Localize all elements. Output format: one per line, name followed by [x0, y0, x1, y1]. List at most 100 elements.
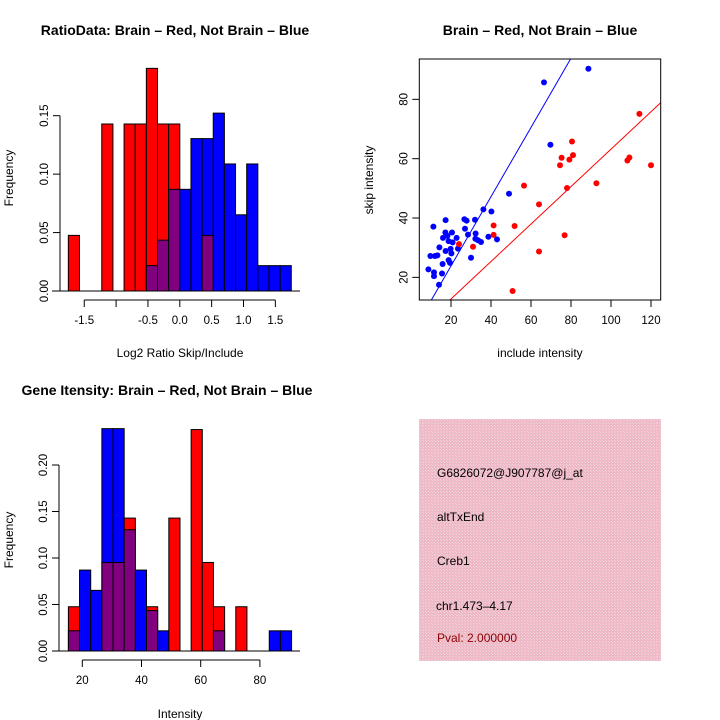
bar-brain — [145, 67, 159, 292]
point-brain — [490, 222, 497, 229]
bar-overlap — [101, 561, 114, 652]
x-tick-label: 40 — [135, 675, 148, 687]
point-not-brain — [434, 252, 441, 259]
info-panel-background — [419, 419, 661, 661]
point-not-brain — [431, 273, 437, 280]
bar-brain — [201, 561, 214, 652]
y-tick-label: 0.05 — [38, 593, 50, 615]
point-brain — [561, 232, 568, 239]
bar-overlap — [123, 529, 136, 652]
ratio-histogram: RatioData: Brain – Red, Not Brain – Blue… — [2, 22, 309, 360]
x-tick-label: 60 — [525, 315, 538, 327]
bar-overlap — [212, 630, 226, 652]
intensity-histogram-xlabel: Intensity — [158, 707, 203, 720]
bar-overlap — [67, 630, 81, 652]
bar-not-brain — [257, 265, 270, 292]
point-brain — [511, 223, 518, 230]
x-tick-label: 0.5 — [204, 315, 220, 327]
bar-brain — [168, 517, 181, 652]
scatter-ylabel: skip intensity — [362, 146, 376, 215]
x-tick-label: 20 — [76, 675, 89, 687]
point-not-brain — [425, 266, 432, 273]
intensity-histogram-ylabel: Frequency — [2, 512, 16, 569]
y-tick-label: 0.00 — [38, 640, 50, 662]
y-tick-label: 60 — [398, 152, 410, 165]
bar-not-brain — [268, 265, 281, 292]
y-tick-label: 0.00 — [39, 280, 51, 302]
bar-brain — [235, 606, 248, 652]
y-tick-label: 0.15 — [39, 104, 51, 126]
point-brain — [557, 162, 563, 169]
y-tick-label: 80 — [398, 93, 410, 106]
bar-overlap — [168, 188, 181, 292]
point-not-brain — [427, 252, 434, 259]
bar-brain — [123, 123, 136, 292]
point-brain — [569, 138, 575, 145]
bar-not-brain — [157, 630, 170, 652]
point-not-brain — [453, 234, 460, 241]
scatter-title: Brain – Red, Not Brain – Blue — [443, 22, 638, 38]
point-not-brain — [480, 206, 487, 213]
point-not-brain — [436, 281, 442, 288]
scatter-xlabel: include intensity — [497, 346, 582, 360]
ratio-histogram-ylabel: Frequency — [2, 150, 16, 207]
point-not-brain — [430, 223, 437, 230]
bar-not-brain — [90, 589, 103, 652]
bar-not-brain — [79, 569, 92, 652]
bar-overlap — [145, 265, 159, 292]
x-tick-label: 120 — [641, 315, 660, 327]
point-not-brain — [444, 232, 451, 239]
info-panel: G6826072@J907787@j_at altTxEnd Creb1 chr… — [419, 419, 661, 661]
point-not-brain — [585, 65, 592, 72]
x-tick-label: -1.5 — [74, 315, 94, 327]
point-brain — [564, 185, 570, 192]
probe-id: G6826072@J907787@j_at — [437, 466, 583, 480]
bar-overlap — [157, 239, 170, 292]
x-tick-label: -0.5 — [138, 315, 158, 327]
point-not-brain — [541, 79, 547, 86]
y-tick-label: 0.20 — [38, 454, 50, 476]
pval-text: Pval: 2.000000 — [437, 631, 517, 645]
x-tick-label: 40 — [485, 315, 498, 327]
point-brain — [536, 201, 542, 208]
bar-not-brain — [223, 163, 237, 292]
x-tick-label: 1.0 — [236, 315, 252, 327]
fit-line-brain — [449, 101, 661, 300]
point-brain — [593, 180, 600, 187]
intensity-histogram: Gene Itensity: Brain – Red, Not Brain – … — [2, 382, 313, 720]
point-brain — [626, 154, 633, 161]
x-tick-label: 0.0 — [172, 315, 188, 327]
point-brain — [648, 162, 654, 169]
point-brain — [456, 241, 462, 248]
bar-not-brain — [268, 630, 281, 652]
point-not-brain — [468, 254, 474, 261]
bar-brain — [190, 429, 203, 652]
gene-name: Creb1 — [437, 554, 470, 568]
bar-overlap — [201, 234, 214, 292]
bar-not-brain — [190, 138, 203, 292]
bar-not-brain — [235, 214, 248, 292]
plot-box — [418, 58, 662, 301]
point-brain — [570, 152, 576, 159]
bar-not-brain — [212, 112, 225, 292]
point-not-brain — [439, 261, 446, 268]
point-not-brain — [462, 225, 468, 232]
point-not-brain — [442, 247, 449, 254]
point-not-brain — [485, 233, 492, 240]
x-tick-label: 80 — [565, 315, 578, 327]
bar-overlap — [112, 561, 125, 652]
point-not-brain — [478, 239, 484, 246]
y-tick-label: 0.05 — [39, 221, 51, 243]
y-tick-label: 0.10 — [39, 163, 51, 185]
x-tick-label: 100 — [601, 315, 620, 327]
bar-brain — [67, 234, 80, 292]
point-not-brain — [447, 245, 454, 252]
point-not-brain — [494, 236, 500, 243]
bar-brain — [134, 123, 147, 292]
point-not-brain — [472, 216, 478, 223]
point-not-brain — [436, 244, 443, 251]
intensity-scatter: Brain – Red, Not Brain – Blue include in… — [362, 22, 662, 360]
point-not-brain — [506, 190, 512, 197]
